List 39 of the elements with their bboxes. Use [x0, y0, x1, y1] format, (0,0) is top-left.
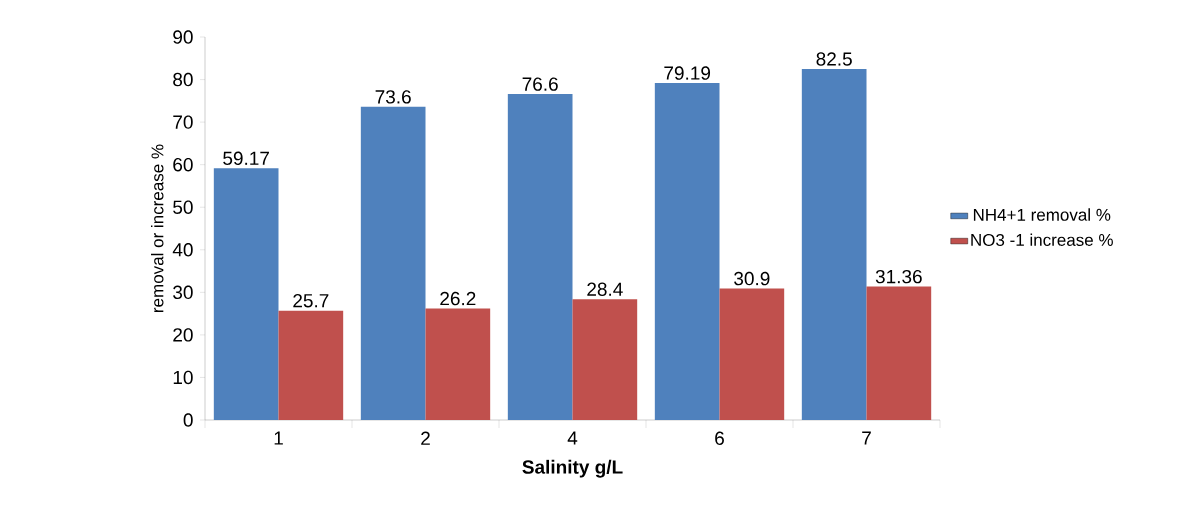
bar [507, 94, 573, 420]
data-label: 30.9 [734, 271, 770, 286]
data-label: 26.2 [440, 291, 476, 306]
data-label: 59.17 [223, 151, 269, 166]
data-label: 79.19 [664, 66, 711, 80]
y-tick-label: 80 [173, 72, 193, 87]
x-tick-label: 4 [567, 431, 578, 445]
legend-label: NH4+1 removal % [973, 208, 1111, 221]
legend-label: NO3 -1 increase % [971, 233, 1113, 246]
y-tick-label: 60 [173, 157, 193, 172]
data-label: 28.4 [587, 282, 623, 296]
y-tick-label: 90 [173, 30, 193, 44]
bar [425, 308, 491, 420]
bar [278, 310, 344, 420]
x-tick-label: 7 [862, 431, 871, 445]
y-tick-label: 10 [173, 370, 193, 385]
bar [719, 288, 785, 420]
y-tick-label: 50 [173, 200, 193, 214]
data-label: 73.6 [375, 90, 411, 104]
data-label: 76.6 [522, 77, 558, 91]
bar [866, 286, 932, 420]
y-tick-label: 30 [173, 285, 193, 300]
bar [801, 68, 867, 420]
y-tick-label: 20 [173, 328, 193, 342]
x-tick-label: 1 [274, 431, 283, 445]
bar [360, 106, 426, 420]
x-tick-label: 6 [715, 431, 724, 445]
y-axis-title: removal or increase % [150, 144, 164, 312]
bar [654, 83, 720, 420]
data-label: 25.7 [293, 293, 329, 308]
data-label: 82.5 [816, 52, 852, 66]
bar [572, 299, 638, 420]
bar [213, 168, 279, 420]
x-tick-label: 2 [421, 431, 430, 445]
data-label: 31.36 [875, 269, 922, 284]
y-tick-label: 0 [183, 413, 193, 427]
y-tick-label: 70 [173, 115, 193, 129]
y-tick-label: 40 [172, 243, 193, 257]
x-axis-title: Salinity g/L [522, 459, 623, 478]
